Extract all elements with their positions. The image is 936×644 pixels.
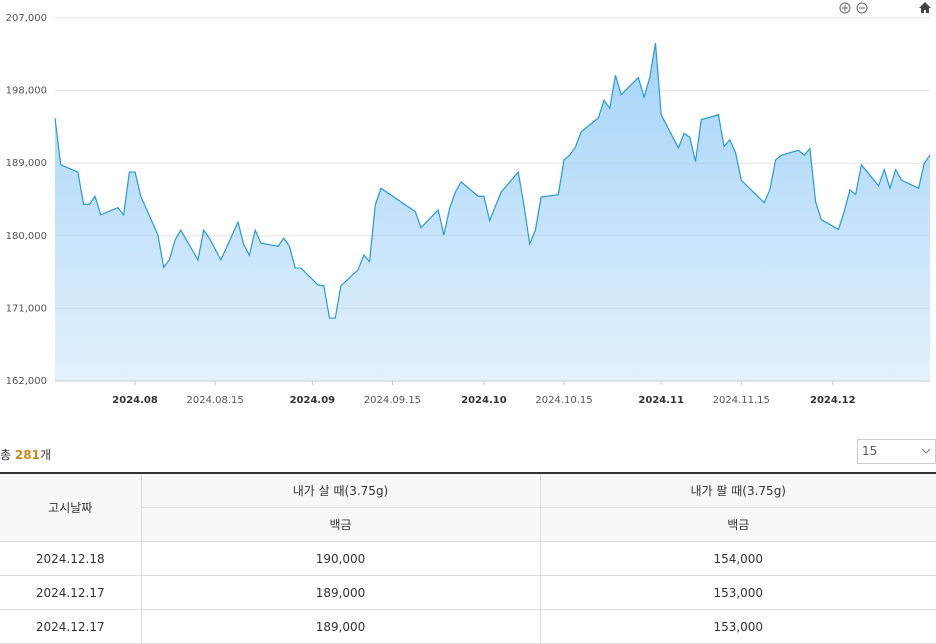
zoom-in[interactable]: [839, 2, 851, 14]
header-sell-sub: 백금: [539, 507, 936, 542]
cell-sell: 154,000: [539, 541, 936, 576]
chevron: [921, 448, 931, 454]
y-tick-label: 207,000: [6, 13, 47, 24]
header-buy: 내가 살 때(3.75g): [140, 472, 541, 508]
x-tick-label: 2024.08: [112, 395, 158, 406]
cell-buy: 189,000: [140, 575, 541, 610]
cell-date: 2024.12.18: [0, 541, 142, 576]
home[interactable]: [919, 2, 931, 13]
cell-date: 2024.12.17: [0, 609, 142, 644]
table-row: 2024.12.18 190,000 154,000: [0, 541, 936, 576]
total-suffix: 개: [39, 448, 51, 462]
price-table: 고시날짜 내가 살 때(3.75g) 내가 팔 때(3.75g) 백금 백금 2024…: [0, 472, 936, 644]
page-size-value: 15: [862, 444, 878, 458]
total-number: 281: [14, 448, 40, 462]
zoom-out[interactable]: [856, 2, 868, 14]
chart: 162,000 171,000 180,000 189,000 198,000 207,0…: [6, 2, 931, 406]
header-sell: 내가 팔 때(3.75g): [539, 472, 936, 508]
x-tick-label: 2024.10: [461, 395, 507, 406]
x-tick-label: 2024.08.15: [186, 395, 243, 406]
header-date: 고시날짜: [0, 472, 142, 542]
cell-sell: 153,000: [539, 575, 936, 610]
table-row: 2024.12.17 189,000 153,000: [0, 609, 936, 644]
y-tick-label: 180,000: [6, 231, 47, 242]
table-body: 2024.12.18 190,000 154,000 2024.12.17 189,00…: [0, 541, 936, 644]
x-tick-label: 2024.09: [290, 395, 336, 406]
header-buy-sub: 백금: [141, 507, 541, 542]
cell-buy: 189,000: [140, 609, 541, 644]
x-tick-label: 2024.11.15: [713, 395, 770, 406]
table-row: 2024.12.17 189,000 153,000: [0, 575, 936, 610]
cell-date: 2024.12.17: [0, 575, 142, 610]
x-tick-label: 2024.09.15: [364, 395, 421, 406]
page-size-select[interactable]: 15: [857, 439, 936, 464]
price-line: [54, 42, 931, 319]
area-fill: [55, 43, 930, 381]
cell-sell: 153,000: [539, 609, 936, 644]
x-tick-label: 2024.10.15: [535, 395, 592, 406]
total-prefix: 총: [0, 448, 12, 462]
y-tick-label: 162,000: [6, 376, 47, 387]
x-tick-label: 2024.11: [638, 395, 684, 406]
y-tick-label: 198,000: [6, 86, 47, 97]
total-count: 총 281개: [0, 446, 51, 463]
y-tick-label: 189,000: [6, 158, 47, 169]
y-tick-label: 171,000: [6, 303, 47, 314]
cell-buy: 190,000: [140, 541, 541, 576]
x-tick-label: 2024.12: [810, 395, 856, 406]
